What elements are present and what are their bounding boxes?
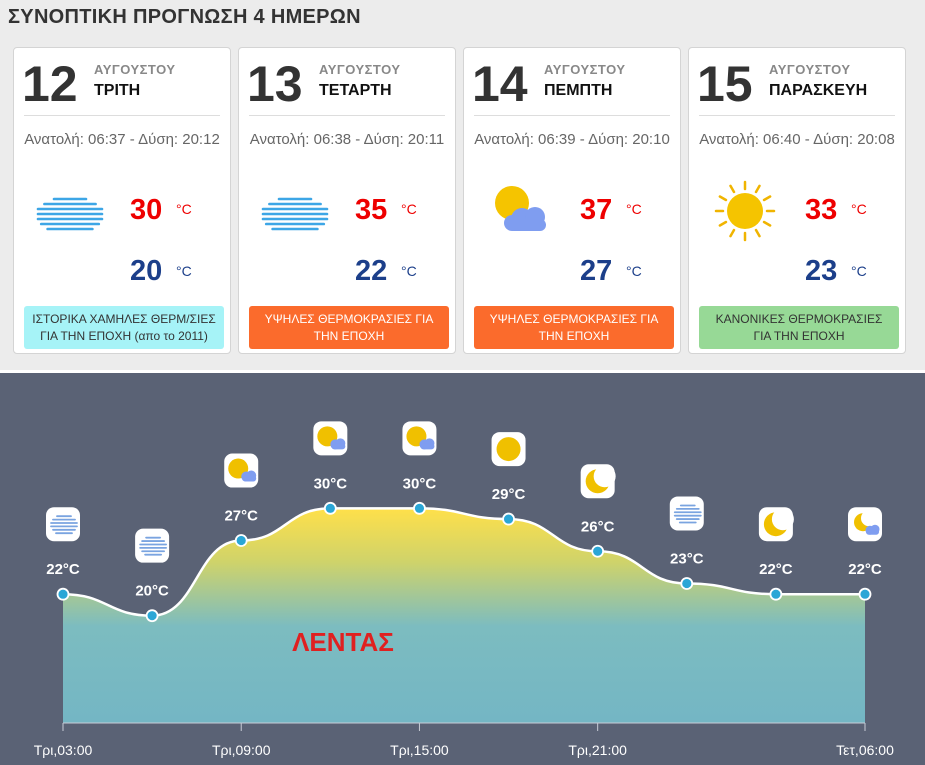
max-temp-unit: °C <box>176 201 192 217</box>
temperature-label: 23°C <box>670 550 704 567</box>
page-title: ΣΥΝΟΠΤΙΚΗ ΠΡΟΓΝΩΣΗ 4 ΗΜΕΡΩΝ <box>8 6 361 28</box>
temperature-label: 22°C <box>759 561 793 578</box>
x-tick-label: Τρι,03:00 <box>34 742 93 758</box>
night-partly-cloudy-icon <box>848 507 882 542</box>
month-label: ΑΥΓΟΥΣΤΟΥ <box>319 62 401 77</box>
day-number: 15 <box>697 56 753 112</box>
day-number: 13 <box>247 56 303 112</box>
min-temp-unit: °C <box>626 263 642 279</box>
temperature-area <box>63 508 865 723</box>
season-badge: ΚΑΝΟΝΙΚΕΣ ΘΕΡΜΟΚΡΑΣΙΕΣ ΓΙΑ ΤΗΝ ΕΠΟΧΗ <box>699 306 899 349</box>
temperature-label: 22°C <box>46 561 80 578</box>
location-label: ΛΕΝΤΑΣ <box>292 627 394 657</box>
cloudy-icon <box>46 507 80 542</box>
x-tick-label: Τετ,06:00 <box>836 742 894 758</box>
divider <box>249 115 445 116</box>
month-label: ΑΥΓΟΥΣΤΟΥ <box>544 62 626 77</box>
weekday-label: ΤΡΙΤΗ <box>94 82 141 99</box>
day-card: 13 ΑΥΓΟΥΣΤΟΥ ΤΕΤΑΡΤΗ Ανατολή: 06:38 - Δύ… <box>238 47 456 354</box>
partly-cloudy-icon <box>313 421 348 456</box>
divider <box>24 115 220 116</box>
max-temperature: 30 <box>130 194 163 226</box>
partly-cloudy-icon <box>482 173 558 249</box>
data-point[interactable] <box>502 512 515 526</box>
cloudy-icon <box>32 173 108 249</box>
day-number: 12 <box>22 56 78 112</box>
max-temperature: 37 <box>580 194 613 226</box>
min-temperature: 27 <box>580 255 613 287</box>
data-point[interactable] <box>591 544 605 558</box>
data-point[interactable] <box>323 501 337 515</box>
max-temp-unit: °C <box>401 201 417 217</box>
temperature-label: 30°C <box>314 475 348 492</box>
data-point[interactable] <box>413 501 426 515</box>
weekday-label: ΤΕΤΑΡΤΗ <box>319 82 392 99</box>
max-temp-unit: °C <box>851 201 867 217</box>
max-temperature: 33 <box>805 194 838 226</box>
x-tick-label: Τρι,15:00 <box>390 742 449 758</box>
min-temp-unit: °C <box>401 263 417 279</box>
temperature-label: 22°C <box>848 561 882 578</box>
cloudy-icon <box>135 528 170 563</box>
cloudy-icon <box>257 173 333 249</box>
sunrise-sunset: Ανατολή: 06:38 - Δύση: 20:11 <box>249 131 445 148</box>
min-temp-unit: °C <box>851 263 867 279</box>
day-card: 12 ΑΥΓΟΥΣΤΟΥ ΤΡΙΤΗ Ανατολή: 06:37 - Δύση… <box>13 47 231 354</box>
temperature-label: 20°C <box>135 583 169 600</box>
weekday-label: ΠΕΜΠΤΗ <box>544 82 613 99</box>
cloudy-icon <box>669 496 704 531</box>
day-card: 15 ΑΥΓΟΥΣΤΟΥ ΠΑΡΑΣΚΕΥΗ Ανατολή: 06:40 - … <box>688 47 906 354</box>
sunrise-sunset: Ανατολή: 06:37 - Δύση: 20:12 <box>24 131 220 148</box>
data-point[interactable] <box>145 609 159 623</box>
temperature-label: 29°C <box>492 486 526 503</box>
data-point[interactable] <box>858 587 872 601</box>
partly-cloudy-icon <box>402 421 437 456</box>
min-temp-unit: °C <box>176 263 192 279</box>
sunrise-sunset: Ανατολή: 06:40 - Δύση: 20:08 <box>699 131 895 148</box>
moon-icon <box>758 507 794 542</box>
max-temperature: 35 <box>355 194 388 226</box>
max-temp-unit: °C <box>626 201 642 217</box>
temperature-label: 30°C <box>403 475 437 492</box>
min-temperature: 20 <box>130 255 163 287</box>
min-temperature: 23 <box>805 255 838 287</box>
sunny-icon <box>707 173 783 249</box>
sunrise-sunset: Ανατολή: 06:39 - Δύση: 20:10 <box>474 131 670 148</box>
divider <box>474 115 670 116</box>
data-point[interactable] <box>234 534 248 547</box>
data-point[interactable] <box>769 587 783 601</box>
data-point[interactable] <box>680 577 694 590</box>
moon-icon <box>580 464 616 499</box>
temperature-label: 27°C <box>224 508 258 525</box>
data-point[interactable] <box>56 587 70 601</box>
sun-icon <box>491 432 526 467</box>
season-badge: ΥΨΗΛΕΣ ΘΕΡΜΟΚΡΑΣΙΕΣ ΓΙΑ ΤΗΝ ΕΠΟΧΗ <box>474 306 674 349</box>
season-badge: ΥΨΗΛΕΣ ΘΕΡΜΟΚΡΑΣΙΕΣ ΓΙΑ ΤΗΝ ΕΠΟΧΗ <box>249 306 449 349</box>
partly-cloudy-icon <box>224 453 259 488</box>
month-label: ΑΥΓΟΥΣΤΟΥ <box>94 62 176 77</box>
temperature-line <box>62 507 865 617</box>
temperature-chart: Τρι,03:00 Τρι,09:00 Τρι,15:00 Τρι,21:00 Τετ,… <box>0 373 925 765</box>
day-card: 14 ΑΥΓΟΥΣΤΟΥ ΠΕΜΠΤΗ Ανατολή: 06:39 - Δύσ… <box>463 47 681 354</box>
month-label: ΑΥΓΟΥΣΤΟΥ <box>769 62 851 77</box>
x-tick-label: Τρι,21:00 <box>568 742 627 758</box>
season-badge: ΙΣΤΟΡΙΚΑ ΧΑΜΗΛΕΣ ΘΕΡΜ/ΣΙΕΣ ΓΙΑ ΤΗΝ ΕΠΟΧΗ… <box>24 306 224 349</box>
weekday-label: ΠΑΡΑΣΚΕΥΗ <box>769 82 868 99</box>
temperature-label: 26°C <box>581 518 615 535</box>
divider <box>699 115 895 116</box>
min-temperature: 22 <box>355 255 388 287</box>
x-tick-label: Τρι,09:00 <box>212 742 271 758</box>
day-number: 14 <box>472 56 528 112</box>
